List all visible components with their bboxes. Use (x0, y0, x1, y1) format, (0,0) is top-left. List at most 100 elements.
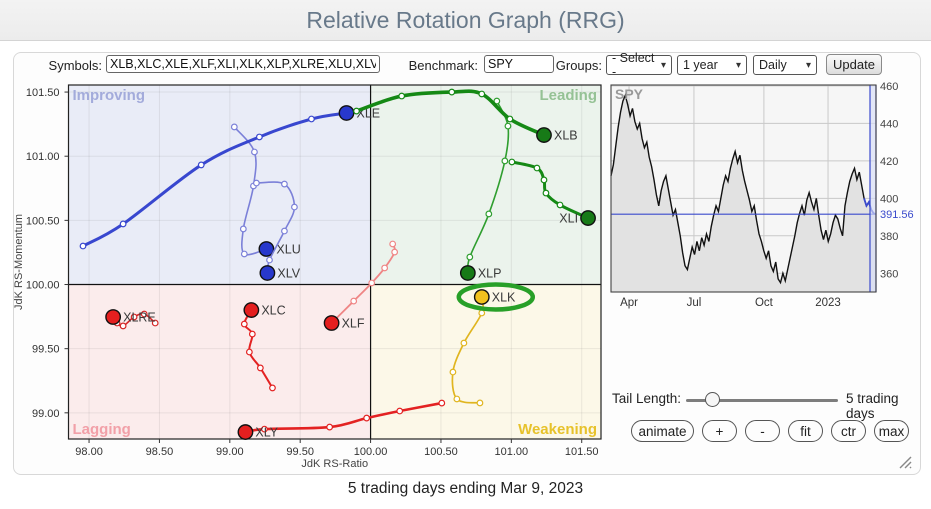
benchmark-label: Benchmark: (408, 58, 478, 73)
benchmark-chart[interactable]: SPY 460 440 420 400 380 360 391.56 Apr Jul Oct 2023 (601, 76, 931, 326)
tail-length-value: 5 trading days (846, 391, 899, 421)
svg-text:99.50: 99.50 (286, 446, 314, 458)
animate-button[interactable]: animate (631, 420, 694, 442)
security-head-XLU[interactable] (258, 241, 275, 257)
footer-caption: 5 trading days ending Mar 9, 2023 (347, 480, 584, 497)
security-label-XLC: XLC (261, 304, 285, 318)
svg-text:98.50: 98.50 (146, 446, 174, 458)
security-XLI: XLI (508, 158, 596, 226)
svg-text:99.00: 99.00 (216, 446, 244, 458)
fit-button[interactable]: fit (788, 420, 823, 442)
svg-text:380: 380 (880, 231, 898, 243)
svg-text:420: 420 (880, 156, 898, 168)
svg-text:2023: 2023 (815, 297, 841, 309)
symbols-input[interactable] (106, 55, 380, 73)
frequency-select-value: Daily (759, 58, 787, 72)
svg-text:100.50: 100.50 (26, 215, 60, 227)
groups-select-value: - Select - (612, 51, 655, 79)
maximize-button[interactable]: max (874, 420, 909, 442)
y-axis-title: JdK RS-Momentum (14, 214, 25, 310)
frequency-select[interactable]: Daily ▾ (753, 55, 817, 75)
security-head-XLF[interactable] (323, 315, 340, 331)
chevron-down-icon: ▾ (735, 59, 741, 71)
security-XLV: XLV (253, 179, 301, 281)
quadrant-label-weakening: Weakening (518, 421, 597, 438)
tail-length-control: Tail Length: 5 trading days (14, 389, 920, 421)
quadrant-lagging (68, 284, 371, 439)
svg-text:101.50: 101.50 (26, 87, 60, 99)
security-label-XLRE: XLRE (123, 310, 156, 324)
svg-text:101.00: 101.00 (26, 151, 60, 163)
security-label-XLV: XLV (277, 266, 300, 280)
security-XLP: XLP (459, 97, 512, 281)
security-head-XLI[interactable] (580, 210, 596, 226)
resize-handle-icon[interactable] (896, 453, 912, 469)
security-label-XLK: XLK (492, 290, 516, 304)
svg-text:400: 400 (880, 193, 898, 205)
security-head-XLC[interactable] (243, 302, 260, 318)
spy-title: SPY (615, 86, 644, 102)
period-select-value: 1 year (683, 58, 718, 72)
svg-text:100.00: 100.00 (26, 280, 60, 292)
groups-label: Groups: (555, 58, 602, 73)
quadrant-label-lagging: Lagging (73, 421, 131, 438)
groups-select[interactable]: - Select - ▾ (606, 51, 672, 79)
page-title: Relative Rotation Graph (RRG) (306, 7, 625, 33)
svg-text:100.50: 100.50 (424, 446, 458, 458)
security-head-XLRE[interactable] (105, 309, 122, 325)
tail-length-slider-handle[interactable] (705, 392, 720, 407)
spy-price-line (610, 93, 877, 285)
security-XLY: XLY (237, 399, 446, 440)
update-button[interactable]: Update (826, 54, 882, 75)
security-XLB: XLB (353, 88, 578, 143)
svg-text:Oct: Oct (755, 297, 774, 309)
security-label-XLY: XLY (255, 426, 278, 440)
tail-length-label: Tail Length: (612, 391, 682, 406)
security-label-XLB: XLB (554, 129, 578, 143)
title-bar: Relative Rotation Graph (RRG) (0, 0, 931, 41)
period-select[interactable]: 1 year ▾ (677, 55, 747, 75)
security-label-XLF: XLF (342, 317, 365, 331)
security-head-XLE[interactable] (338, 105, 355, 121)
zoom-in-button[interactable]: + (702, 420, 737, 442)
quadrant-leading (370, 85, 601, 285)
svg-text:460: 460 (880, 81, 898, 93)
security-head-XLV[interactable] (259, 265, 276, 281)
main-panel: Symbols: Benchmark: Groups: - Select - ▾… (13, 51, 921, 475)
security-XLC: XLC (240, 302, 286, 392)
svg-text:99.50: 99.50 (32, 344, 60, 356)
security-label-XLP: XLP (478, 266, 502, 280)
tail-length-slider-track[interactable] (686, 399, 838, 402)
quadrant-label-leading: Leading (539, 87, 597, 104)
benchmark-input[interactable] (484, 55, 554, 73)
svg-text:101.00: 101.00 (495, 446, 529, 458)
last-price-label: 391.56 (880, 209, 914, 221)
rrg-chart[interactable]: Improving Leading Lagging Weakening 98.00 98.… (14, 76, 626, 474)
svg-text:360: 360 (880, 268, 898, 280)
date-selection-band[interactable] (870, 85, 876, 292)
chevron-down-icon: ▾ (805, 59, 811, 71)
security-XLF: XLF (323, 240, 399, 331)
svg-text:101.50: 101.50 (565, 446, 599, 458)
svg-text:98.00: 98.00 (75, 446, 103, 458)
zoom-out-button[interactable]: - (745, 420, 780, 442)
svg-text:99.00: 99.00 (32, 408, 60, 420)
quadrant-label-improving: Improving (73, 87, 146, 104)
svg-text:Apr: Apr (620, 297, 638, 309)
svg-text:100.00: 100.00 (354, 446, 388, 458)
center-button[interactable]: ctr (831, 420, 866, 442)
security-XLRE: XLRE (105, 309, 159, 330)
security-head-XLB[interactable] (536, 127, 552, 143)
chart-button-row: animate + - fit ctr max (631, 420, 909, 442)
svg-text:Jul: Jul (687, 297, 702, 309)
security-head-XLY[interactable] (237, 424, 254, 440)
security-label-XLI: XLI (559, 212, 578, 226)
security-head-XLP[interactable] (459, 265, 476, 281)
svg-text:440: 440 (880, 118, 898, 130)
highlight-ellipse (456, 282, 536, 312)
security-head-XLK[interactable] (473, 289, 490, 305)
symbols-label: Symbols: (48, 58, 102, 73)
x-axis-title: JdK RS-Ratio (301, 458, 368, 470)
chevron-down-icon: ▾ (660, 59, 666, 71)
security-label-XLU: XLU (276, 242, 300, 256)
